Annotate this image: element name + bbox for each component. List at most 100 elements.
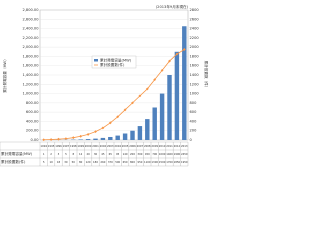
x-tick-label: 2006 (129, 144, 136, 148)
table-cell: 10 (49, 160, 53, 164)
table-cell: 300 (137, 152, 142, 156)
bar (182, 26, 187, 140)
line-marker (145, 87, 149, 91)
y2-tick-label: 400 (190, 119, 198, 123)
line-marker (182, 48, 186, 51)
x-tick-label: 1999 (77, 144, 84, 148)
y2-tick-label: 1200 (190, 82, 200, 86)
table-cell: 80 (79, 160, 83, 164)
table-cell: 65 (109, 152, 113, 156)
line-marker (64, 137, 68, 141)
y-tick-label: 1,800.00 (22, 54, 39, 58)
line-marker (49, 138, 53, 141)
y-tick-label: 0.00 (30, 138, 39, 142)
y2-tick-label: 2200 (190, 36, 200, 40)
bar (100, 137, 106, 140)
table-cell: 30 (64, 160, 68, 164)
table-cell: 260 (100, 160, 105, 164)
table-cell: 18 (57, 160, 61, 164)
table-cell: 650 (123, 160, 128, 164)
table-cell: 8 (72, 152, 74, 156)
table-cell: 45 (101, 152, 105, 156)
table-cell: 5 (65, 152, 67, 156)
x-tick-label: 2004 (114, 144, 121, 148)
table-cell: 370 (108, 160, 113, 164)
bar (167, 75, 172, 140)
table-cell: 800 (130, 160, 135, 164)
line-marker (71, 136, 75, 140)
table-cell: 3 (58, 152, 60, 156)
table-row-label: 累計発電容量(MW) (1, 151, 33, 156)
bar (108, 136, 113, 140)
line-marker (94, 130, 97, 134)
x-tick-label: 2012 (174, 144, 181, 148)
y2-tick-label: 1000 (190, 92, 200, 96)
y2-tick-label: 2600 (190, 17, 200, 21)
x-tick-label: 2011 (166, 144, 173, 148)
y-tick-label: 2,400.00 (22, 27, 39, 31)
bar (130, 130, 135, 140)
x-tick-label: 2007 (137, 144, 144, 148)
y-tick-label: 1,200.00 (22, 82, 39, 86)
bar (152, 107, 157, 140)
table-cell: 1400 (166, 152, 173, 156)
x-tick-label: 2001 (92, 144, 99, 148)
table-cell: 30 (94, 152, 98, 156)
y2-tick-label: 1400 (190, 73, 200, 77)
x-tick-label: 2010 (159, 144, 166, 148)
line-marker (101, 126, 105, 130)
y2-tick-label: 800 (190, 101, 198, 105)
x-tick-label: 1998 (70, 144, 77, 148)
bar (78, 139, 83, 140)
line-marker (131, 101, 134, 105)
table-cell: 5 (43, 160, 45, 164)
bar (137, 126, 143, 140)
table-cell: 200 (130, 152, 135, 156)
y-tick-label: 1,400.00 (22, 73, 39, 77)
table-cell: 1000 (159, 152, 166, 156)
y-tick-label: 2,200.00 (22, 36, 39, 40)
y2-axis-title: 累計設置数（件） (204, 61, 209, 90)
x-tick-label: 1997 (63, 144, 70, 148)
line-marker (108, 121, 112, 125)
y2-tick-label: 600 (190, 110, 198, 114)
table-cell: 1500 (159, 160, 166, 164)
table-cell: 700 (152, 152, 157, 156)
line-marker (42, 138, 46, 142)
legend-label: 累計発電容量(MW) (100, 57, 132, 62)
table-cell: 1850 (174, 160, 181, 164)
y-tick-label: 800.00 (26, 101, 39, 105)
y-tick-label: 2,600.00 (22, 17, 39, 21)
line-marker (123, 108, 127, 112)
y2-tick-label: 2000 (190, 45, 200, 49)
table-cell: 1950 (181, 160, 188, 164)
line-marker (153, 78, 157, 82)
table-cell: 950 (137, 160, 142, 164)
table-cell: 1 (43, 152, 45, 156)
table-cell: 50 (72, 160, 76, 164)
x-tick-label: 2000 (85, 144, 92, 148)
table-cell: 180 (93, 160, 98, 164)
line-marker (116, 115, 120, 119)
bar (159, 93, 165, 140)
x-tick-label: 1995 (48, 144, 55, 148)
y2-tick-label: 2400 (190, 27, 200, 31)
table-cell: 1700 (166, 160, 173, 164)
y2-tick-label: 1600 (190, 64, 200, 68)
line-marker (175, 52, 179, 56)
y2-tick-label: 200 (190, 129, 198, 133)
x-tick-label: 1994 (40, 144, 47, 148)
y-tick-label: 600.00 (26, 110, 39, 114)
bar (85, 139, 91, 140)
y-tick-label: 2,800.00 (22, 8, 39, 12)
y-tick-label: 400.00 (26, 119, 39, 123)
table-cell: 2450 (181, 152, 188, 156)
bar (174, 51, 180, 140)
bar (122, 133, 128, 140)
x-tick-label: 2008 (144, 144, 151, 148)
y2-tick-label: 2800 (190, 8, 200, 12)
y-tick-label: 1,600.00 (22, 64, 39, 68)
x-tick-label: 1996 (55, 144, 62, 148)
y-tick-label: 2,000.00 (22, 45, 39, 49)
table-cell: 140 (123, 152, 128, 156)
